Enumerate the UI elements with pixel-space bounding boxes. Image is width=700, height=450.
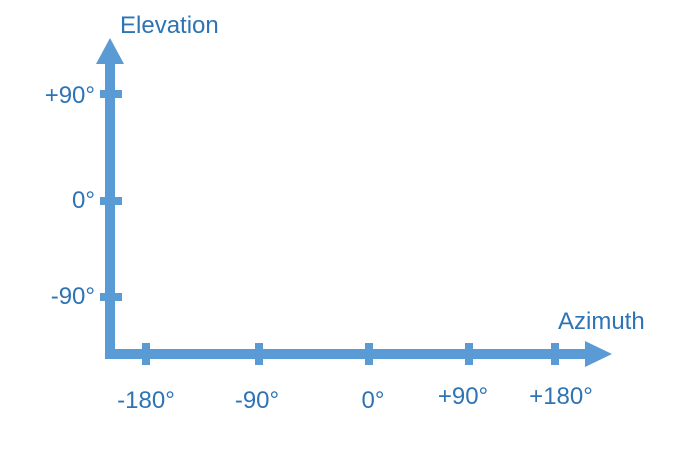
y-axis-arrowhead — [96, 38, 124, 64]
x-tick-plus180 — [551, 343, 559, 365]
x-tick-0 — [365, 343, 373, 365]
x-axis-arrowhead — [585, 341, 612, 367]
x-tick-label-0: 0° — [362, 387, 385, 414]
x-tick-minus180 — [142, 343, 150, 365]
y-tick-label-plus90: +90° — [45, 82, 95, 109]
y-tick-label-0: 0° — [72, 187, 95, 214]
y-tick-0 — [100, 197, 122, 205]
x-tick-minus90 — [255, 343, 263, 365]
y-tick-plus90 — [100, 90, 122, 98]
x-axis-label: Azimuth — [558, 308, 645, 335]
x-tick-label-plus90: +90° — [438, 383, 488, 410]
y-tick-label-minus90: -90° — [51, 283, 95, 310]
x-tick-label-minus180: -180° — [117, 387, 175, 414]
x-tick-label-plus180: +180° — [529, 383, 593, 410]
y-axis-label: Elevation — [120, 12, 219, 39]
x-tick-label-minus90: -90° — [235, 387, 279, 414]
x-axis-line — [105, 349, 589, 359]
y-tick-minus90 — [100, 293, 122, 301]
y-axis-line — [105, 62, 115, 358]
x-tick-plus90 — [465, 343, 473, 365]
